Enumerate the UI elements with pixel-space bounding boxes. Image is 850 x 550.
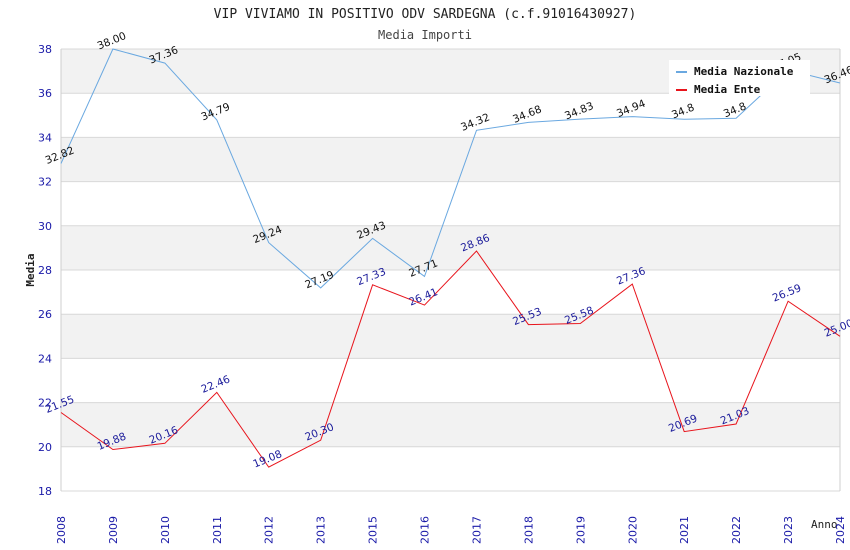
x-tick-label: 2015 — [367, 516, 380, 544]
series-line-media-nazionale — [60, 48, 841, 289]
legend: Media Nazionale Media Ente — [669, 60, 810, 96]
grid-bands — [61, 49, 840, 491]
grid-band — [61, 358, 840, 403]
x-tick-label: 2010 — [159, 516, 172, 544]
grid-band — [61, 402, 840, 447]
grid-band — [61, 446, 840, 491]
grid-band — [61, 314, 840, 359]
x-tick-label: 2013 — [315, 516, 328, 544]
y-tick-label: 18 — [38, 485, 52, 498]
y-tick-label: 32 — [38, 176, 52, 189]
grid-lines — [60, 48, 841, 492]
x-tick-label: 2018 — [522, 516, 535, 544]
y-tick-label: 20 — [38, 441, 52, 454]
chart-title: VIP VIVIAMO IN POSITIVO ODV SARDEGNA (c.… — [214, 7, 637, 22]
x-tick-label: 2024 — [834, 516, 847, 544]
y-axis-label: Media — [24, 253, 37, 286]
x-tick-label: 2019 — [574, 516, 587, 544]
x-tick-label: 2022 — [730, 516, 743, 544]
x-tick-label: 2012 — [263, 516, 276, 544]
x-tick-label: 2016 — [419, 516, 432, 544]
legend-label-media-nazionale: Media Nazionale — [694, 65, 794, 78]
x-axis-label: Anno — [811, 518, 838, 531]
y-tick-label: 38 — [38, 43, 52, 56]
y-tick-label: 30 — [38, 220, 52, 233]
x-tick-label: 2021 — [678, 516, 691, 544]
x-tick-label: 2011 — [211, 516, 224, 544]
x-tick-label: 2020 — [626, 516, 639, 544]
series-line-media-ente — [60, 250, 841, 468]
legend-label-media-ente: Media Ente — [694, 83, 761, 96]
y-tick-label: 22 — [38, 397, 52, 410]
grid-band — [61, 270, 840, 315]
y-tick-label: 34 — [38, 131, 52, 144]
y-tick-label: 26 — [38, 308, 52, 321]
y-tick-label: 24 — [38, 352, 52, 365]
y-tick-label: 36 — [38, 87, 52, 100]
series-lines — [60, 48, 841, 468]
grid-band — [61, 137, 840, 182]
y-tick-label: 28 — [38, 264, 52, 277]
x-tick-labels: 2008 2009 2010 2011 2012 2013 2015 2016 2017 2018… — [55, 516, 847, 544]
grid-band — [61, 225, 840, 270]
x-tick-label: 2008 — [55, 516, 68, 544]
legend-box — [669, 60, 810, 96]
x-tick-label: 2023 — [782, 516, 795, 544]
x-tick-label: 2009 — [107, 516, 120, 544]
x-tick-label: 2017 — [470, 516, 483, 544]
y-tick-labels: 18 20 22 24 26 28 30 32 34 36 38 — [38, 43, 52, 498]
grid-band — [61, 93, 840, 138]
chart-subtitle: Media Importi — [378, 28, 472, 42]
